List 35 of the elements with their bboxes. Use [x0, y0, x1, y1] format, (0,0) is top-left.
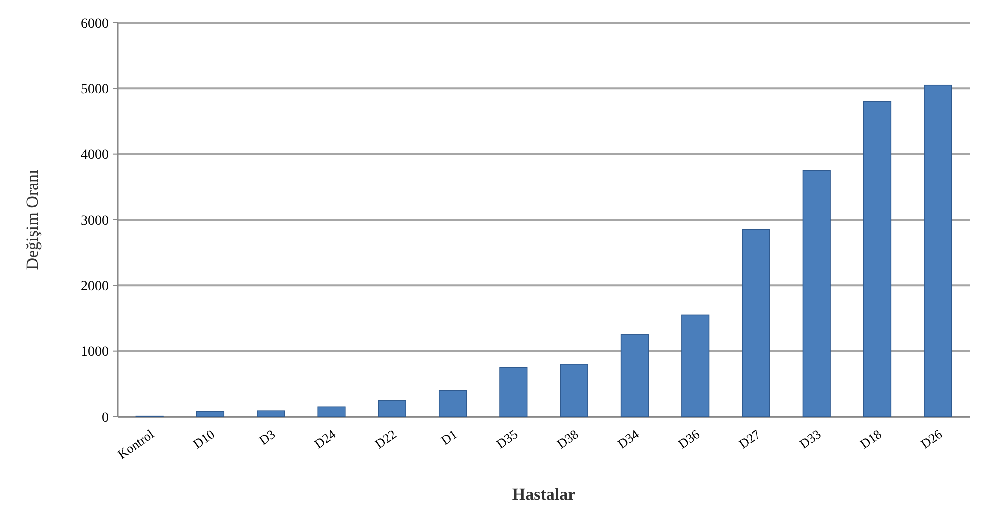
y-tick-label: 4000	[81, 148, 109, 164]
x-axis-title: Hastalar	[512, 485, 576, 504]
x-tick-label: D22	[372, 426, 400, 452]
x-tick-label: D36	[676, 426, 703, 452]
x-tick-label: D1	[438, 426, 460, 448]
x-tick-label: D33	[796, 426, 824, 452]
bar	[863, 101, 892, 418]
bar	[438, 390, 468, 418]
x-tick-label: D34	[614, 426, 642, 452]
y-tick-label: 6000	[81, 16, 109, 32]
x-tick-label: D38	[554, 426, 582, 452]
bar	[318, 406, 346, 418]
bar	[620, 334, 650, 418]
x-tick-label: D10	[190, 426, 218, 452]
x-tick-label: D18	[858, 426, 884, 452]
bar	[802, 170, 831, 418]
y-tick-label: 2000	[81, 280, 109, 295]
y-tick-label: 1000	[81, 345, 109, 360]
bar	[924, 84, 952, 418]
bar	[196, 411, 225, 418]
y-tick-label: 3000	[81, 214, 109, 229]
y-tick-label: 5000	[81, 82, 109, 98]
x-tick-label: D27	[736, 426, 764, 452]
y-tick-label: 0	[102, 410, 109, 426]
x-tick-label: D24	[312, 426, 340, 452]
bar	[560, 364, 588, 418]
bar	[257, 410, 286, 418]
bar	[378, 400, 406, 418]
bar	[682, 314, 710, 418]
x-tick-label: D26	[918, 426, 946, 452]
x-tick-label: D35	[494, 426, 521, 452]
bar	[742, 229, 770, 418]
x-tick-label: D3	[256, 426, 278, 448]
bar	[500, 367, 528, 418]
y-axis-title: Değişim Oranı	[23, 169, 42, 270]
